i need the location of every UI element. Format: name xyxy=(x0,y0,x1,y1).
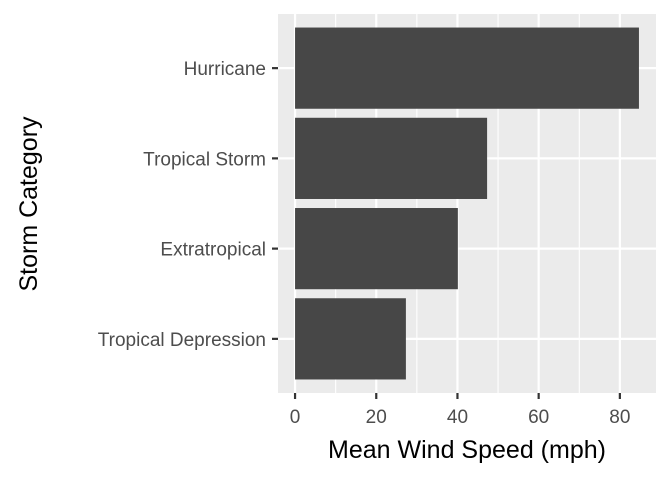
y-tick-label: Extratropical xyxy=(160,240,266,261)
bar xyxy=(295,27,639,109)
y-axis-title: Storm Category xyxy=(15,116,43,292)
bars xyxy=(295,27,639,380)
x-tick-label: 40 xyxy=(447,407,468,428)
bar xyxy=(295,298,406,380)
y-axis: Hurricane Tropical Storm Extratropical Trop… xyxy=(98,59,278,351)
bar xyxy=(295,208,458,290)
x-tick-label: 0 xyxy=(290,407,301,428)
bar xyxy=(295,117,488,199)
x-tick-label: 20 xyxy=(366,407,387,428)
y-tick-label: Hurricane xyxy=(184,59,266,80)
y-tick-label: Tropical Depression xyxy=(98,330,266,351)
x-tick-label: 80 xyxy=(609,407,630,428)
x-axis-title: Mean Wind Speed (mph) xyxy=(328,436,606,464)
y-tick-label: Tropical Storm xyxy=(143,149,266,170)
x-tick-label: 60 xyxy=(528,407,549,428)
x-axis: 0 20 40 60 80 xyxy=(290,393,630,428)
